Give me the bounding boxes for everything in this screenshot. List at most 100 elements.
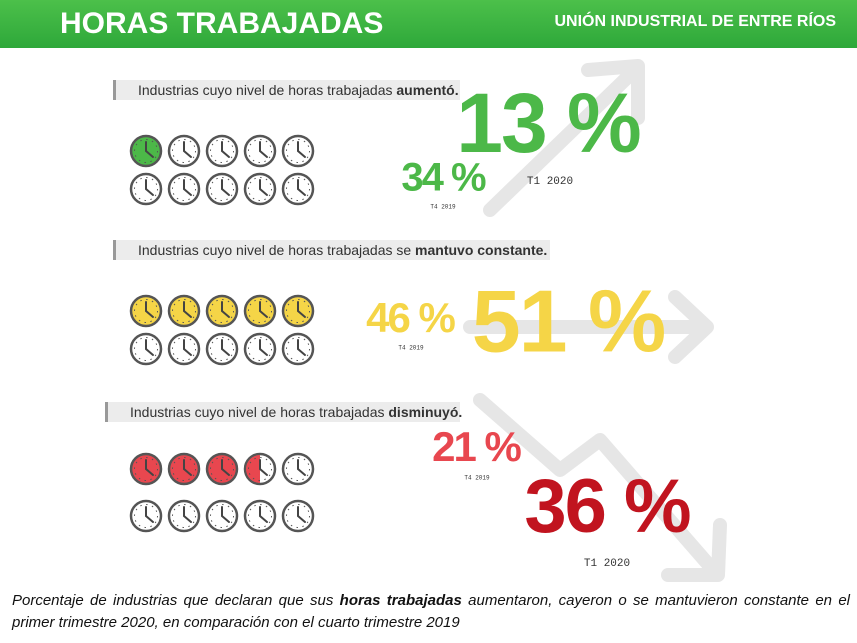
clock-hands [297,179,306,196]
clock-rim [286,299,310,323]
previous-period: T4 2019 [464,475,490,482]
label-text: Industrias cuyo nivel de horas trabajada… [138,242,415,258]
clock-rim [286,177,310,201]
clock-rim [172,139,196,163]
clock-hands [221,339,230,356]
clock-rim [210,504,234,528]
clock-rim [248,299,272,323]
clock-rim [210,299,234,323]
clock-hands [183,506,192,523]
clock-rim [248,337,272,361]
clock-hands [145,301,154,318]
clock [281,332,315,366]
previous-period: T4 2019 [430,204,456,211]
clock-rim [172,457,196,481]
clock [129,294,163,328]
clock-hands [145,179,154,196]
clock [243,294,277,328]
clock-rim [134,177,158,201]
clock-hands [259,339,268,356]
clock [205,332,239,366]
clock-rim [210,139,234,163]
current-value: 36 % [524,464,690,549]
clock-rim [134,299,158,323]
clock-rim [210,337,234,361]
clock [167,172,201,206]
clock-hands [183,179,192,196]
clock [281,134,315,168]
clock-hands [259,141,268,158]
section-label: Industrias cuyo nivel de horas trabajada… [130,404,462,420]
clock [167,294,201,328]
clock-rim [248,177,272,201]
clock-hands [297,141,306,158]
clock [281,294,315,328]
label-text: Industrias cuyo nivel de horas trabajada… [138,82,396,98]
clock [243,134,277,168]
clock-hands [145,141,154,158]
clock-rim [248,139,272,163]
clock-hands [259,179,268,196]
clock-hands [297,339,306,356]
clock-icons [129,134,315,533]
clock [167,134,201,168]
label-bars [105,80,550,422]
clock [243,452,277,486]
clock [243,332,277,366]
header-title: HORAS TRABAJADAS [60,7,383,40]
clock-hands [145,459,154,476]
clock-hands [221,301,230,318]
clock-hands [259,459,268,476]
clock-rim [172,177,196,201]
clock-hands [259,301,268,318]
clock [205,499,239,533]
clock-hands [145,506,154,523]
current-value: 13 % [456,76,640,170]
label-bold: aumentó. [396,82,458,98]
clock-rim [134,337,158,361]
clock-half [246,455,260,483]
clock-hands [183,301,192,318]
clock [129,134,163,168]
clock [205,134,239,168]
arrows [463,59,727,582]
clock-rim [210,177,234,201]
clock-rim [248,457,272,481]
caption-text: aumentaron, cayeron o se mantuvieron con… [12,592,850,631]
label-bold: mantuvo constante. [415,242,547,258]
previous-value: 46 % [366,294,455,341]
clock [281,499,315,533]
clock-hands [183,339,192,356]
clock-hands [221,506,230,523]
previous-period: T4 2019 [398,345,424,352]
caption: Porcentaje de industrias que declaran qu… [12,590,850,634]
clock [281,452,315,486]
clock-rim [286,457,310,481]
previous-value: 34 % [401,156,486,200]
clock-hands [297,459,306,476]
current-value: 51 % [472,271,665,370]
clock-hands [145,339,154,356]
clock-rim [134,457,158,481]
previous-value: 21 % [432,423,521,470]
clock-hands [259,506,268,523]
clock [205,172,239,206]
clock-rim [210,457,234,481]
current-period: T1 2020 [584,558,630,570]
clock-rim [172,299,196,323]
label-bold: disminuyó. [388,404,462,420]
clock [243,499,277,533]
current-period: T1 2020 [527,176,573,188]
clock [205,452,239,486]
clock [129,452,163,486]
clock [205,294,239,328]
section-label: Industrias cuyo nivel de horas trabajada… [138,242,547,258]
clock-hands [297,506,306,523]
header-bar [0,0,857,48]
clock-rim [248,504,272,528]
clock [167,452,201,486]
clock [129,332,163,366]
clock [167,332,201,366]
clock-hands [221,459,230,476]
